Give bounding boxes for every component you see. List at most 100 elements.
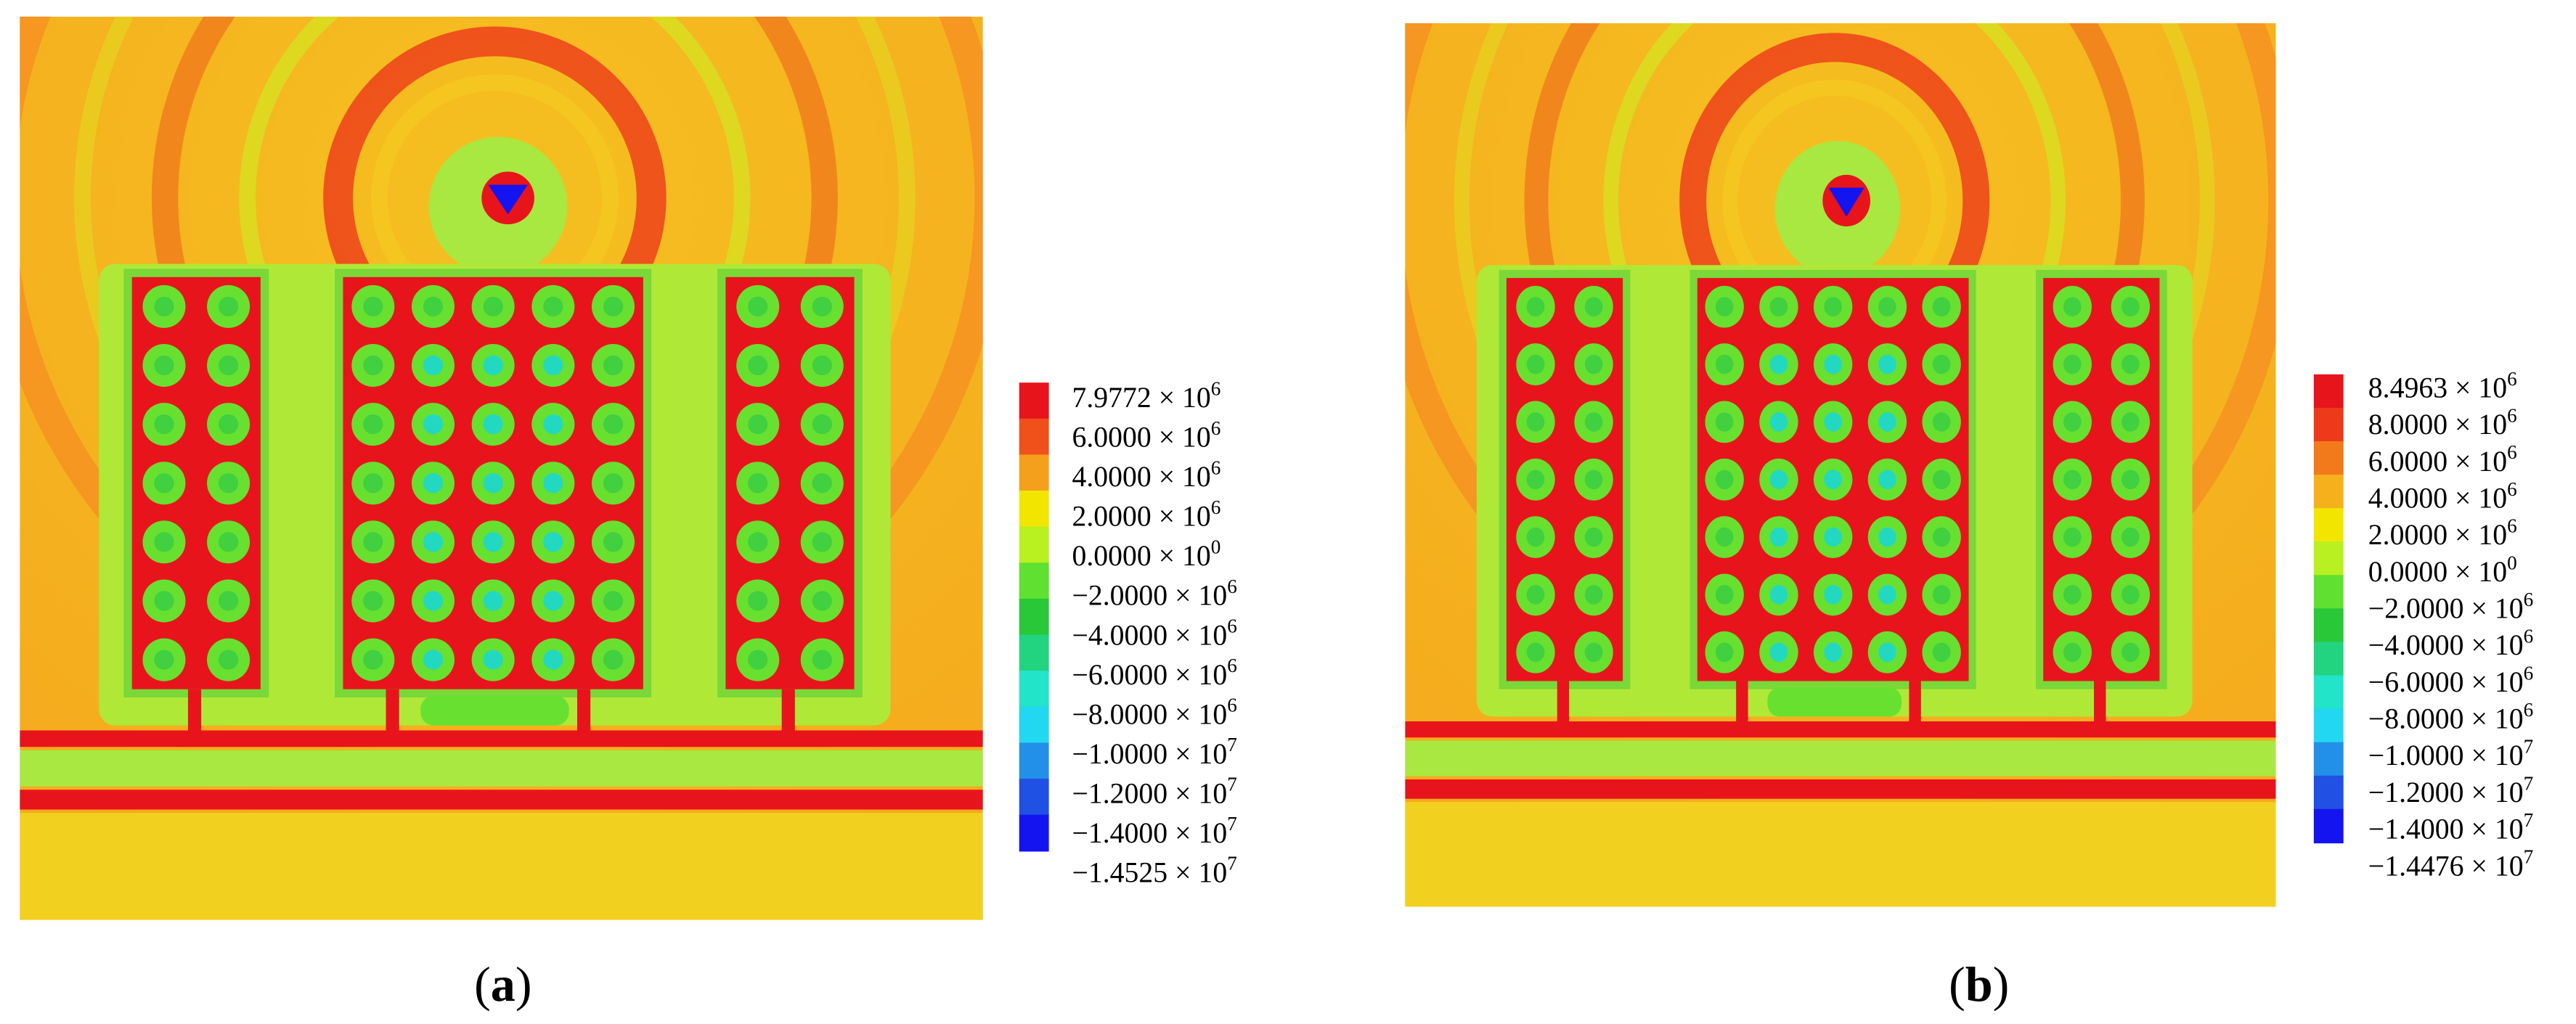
field-plot — [1387, 0, 2282, 907]
colorbar-label: 4.0000 × 106 — [1072, 457, 1220, 493]
colorbar-band — [1019, 598, 1049, 636]
label-exponent: 6 — [2524, 589, 2534, 610]
label-exponent: 6 — [2507, 405, 2517, 427]
label-base: −1.2000 × 10 — [1072, 777, 1227, 809]
colorbar-band — [1019, 742, 1049, 780]
label-exponent: 6 — [1227, 576, 1237, 597]
label-exponent: 6 — [2524, 699, 2534, 721]
label-exponent: 7 — [2524, 773, 2534, 795]
colorbar-band — [2313, 441, 2344, 476]
label-base: 8.0000 × 10 — [2368, 409, 2507, 441]
label-exponent: 6 — [1211, 417, 1221, 439]
label-base: 6.0000 × 10 — [2368, 446, 2507, 478]
colorbar-band — [2313, 374, 2344, 409]
colorbar-label: 2.0000 × 106 — [2368, 515, 2517, 552]
label-exponent: 6 — [1211, 457, 1221, 479]
label-exponent: 6 — [2507, 478, 2517, 500]
colorbar-label: −1.2000 × 107 — [1072, 774, 1236, 810]
label-exponent: 6 — [2507, 515, 2517, 537]
colorbar-band — [2313, 808, 2344, 844]
colorbar-band — [1019, 671, 1049, 708]
colorbar-label: −8.0000 × 106 — [2368, 699, 2533, 735]
label-base: 7.9772 × 10 — [1072, 382, 1210, 414]
panel-caption: (b) — [1949, 957, 2009, 1012]
label-base: 8.4963 × 10 — [2368, 372, 2507, 404]
colorbar-label: −1.4525 × 107 — [1072, 853, 1236, 889]
label-base: −2.0000 × 10 — [1072, 580, 1227, 612]
label-exponent: 6 — [2507, 368, 2517, 390]
label-exponent: 6 — [2524, 663, 2534, 684]
colorbar-band — [2313, 541, 2344, 576]
colorbar-label: −1.4476 × 107 — [2368, 846, 2533, 882]
colorbar-band — [2313, 742, 2344, 777]
caption-paren: ) — [515, 957, 532, 1012]
colorbar-label: −1.0000 × 107 — [1072, 734, 1236, 770]
colorbar-label: 8.0000 × 106 — [2368, 405, 2517, 441]
label-exponent: 6 — [1227, 615, 1237, 637]
panel-caption: (a) — [474, 957, 531, 1012]
label-base: 0.0000 × 10 — [1072, 540, 1210, 572]
label-exponent: 0 — [2507, 552, 2517, 574]
colorbar-band — [1019, 491, 1049, 528]
label-base: −1.0000 × 10 — [1072, 738, 1227, 770]
colorbar-band — [1019, 382, 1049, 419]
label-exponent: 7 — [1227, 813, 1237, 835]
label-exponent: 6 — [2507, 442, 2517, 464]
colorbar-band — [2313, 508, 2344, 543]
colorbar-label: −4.0000 × 106 — [1072, 615, 1236, 652]
colorbar-label: −1.0000 × 107 — [2368, 736, 2533, 772]
label-base: −1.2000 × 10 — [2368, 777, 2524, 808]
colorbar-label: 2.0000 × 106 — [1072, 496, 1220, 533]
colorbar-band — [2313, 475, 2344, 509]
caption-label: a — [491, 957, 515, 1012]
label-base: −1.4000 × 10 — [2368, 814, 2524, 845]
colorbar-label: 8.4963 × 106 — [2368, 368, 2517, 404]
label-base: −8.0000 × 10 — [2368, 703, 2524, 735]
colorbar-label: −6.0000 × 106 — [2368, 663, 2533, 699]
label-base: −8.0000 × 10 — [1072, 698, 1227, 730]
colorbar-label: 4.0000 × 106 — [2368, 478, 2517, 515]
caption-paren: ( — [474, 957, 491, 1012]
colorbar-band — [1019, 814, 1049, 852]
colorbar-band — [2313, 575, 2344, 610]
label-exponent: 7 — [2524, 846, 2534, 868]
colorbar-band — [1019, 562, 1049, 600]
colorbar-label: −2.0000 × 106 — [2368, 589, 2533, 625]
colorbar-band — [1019, 526, 1049, 564]
colorbar-label: −2.0000 × 106 — [1072, 576, 1236, 612]
label-base: −4.0000 × 10 — [1072, 619, 1227, 651]
colorbar-label: 0.0000 × 100 — [1072, 536, 1220, 573]
label-exponent: 6 — [1211, 378, 1221, 400]
label-exponent: 7 — [1227, 853, 1237, 875]
label-base: 2.0000 × 10 — [2368, 519, 2507, 551]
colorbar-label: 6.0000 × 106 — [2368, 442, 2517, 478]
label-base: 4.0000 × 10 — [1072, 461, 1210, 493]
colorbar-label: 7.9772 × 106 — [1072, 378, 1220, 414]
label-exponent: 7 — [2524, 809, 2534, 831]
label-base: −6.0000 × 10 — [2368, 666, 2524, 698]
colorbar-label: −1.4000 × 107 — [1072, 813, 1236, 849]
label-base: 4.0000 × 10 — [2368, 483, 2507, 515]
colorbar-band — [1019, 418, 1049, 456]
colorbar-label: 0.0000 × 100 — [2368, 552, 2517, 589]
colorbar-label: −1.4000 × 107 — [2368, 809, 2533, 845]
label-base: 6.0000 × 10 — [1072, 422, 1210, 454]
label-exponent: 6 — [2524, 626, 2534, 647]
label-base: 2.0000 × 10 — [1072, 501, 1210, 533]
colorbar-band — [1019, 779, 1049, 816]
colorbar-band — [2313, 407, 2344, 443]
caption-paren: ) — [1993, 957, 2010, 1012]
label-exponent: 6 — [1227, 655, 1237, 676]
colorbar-label: −6.0000 × 106 — [1072, 655, 1236, 691]
label-base: −1.4000 × 10 — [1072, 817, 1227, 849]
field-plot — [0, 0, 990, 920]
colorbar-band — [2313, 675, 2344, 710]
colorbar-band — [1019, 454, 1049, 492]
label-exponent: 7 — [2524, 736, 2534, 758]
caption-label: b — [1965, 957, 1993, 1012]
colorbar-band — [1019, 634, 1049, 672]
caption-paren: ( — [1949, 957, 1965, 1012]
colorbar-band — [2313, 708, 2344, 743]
label-exponent: 6 — [1227, 695, 1237, 716]
